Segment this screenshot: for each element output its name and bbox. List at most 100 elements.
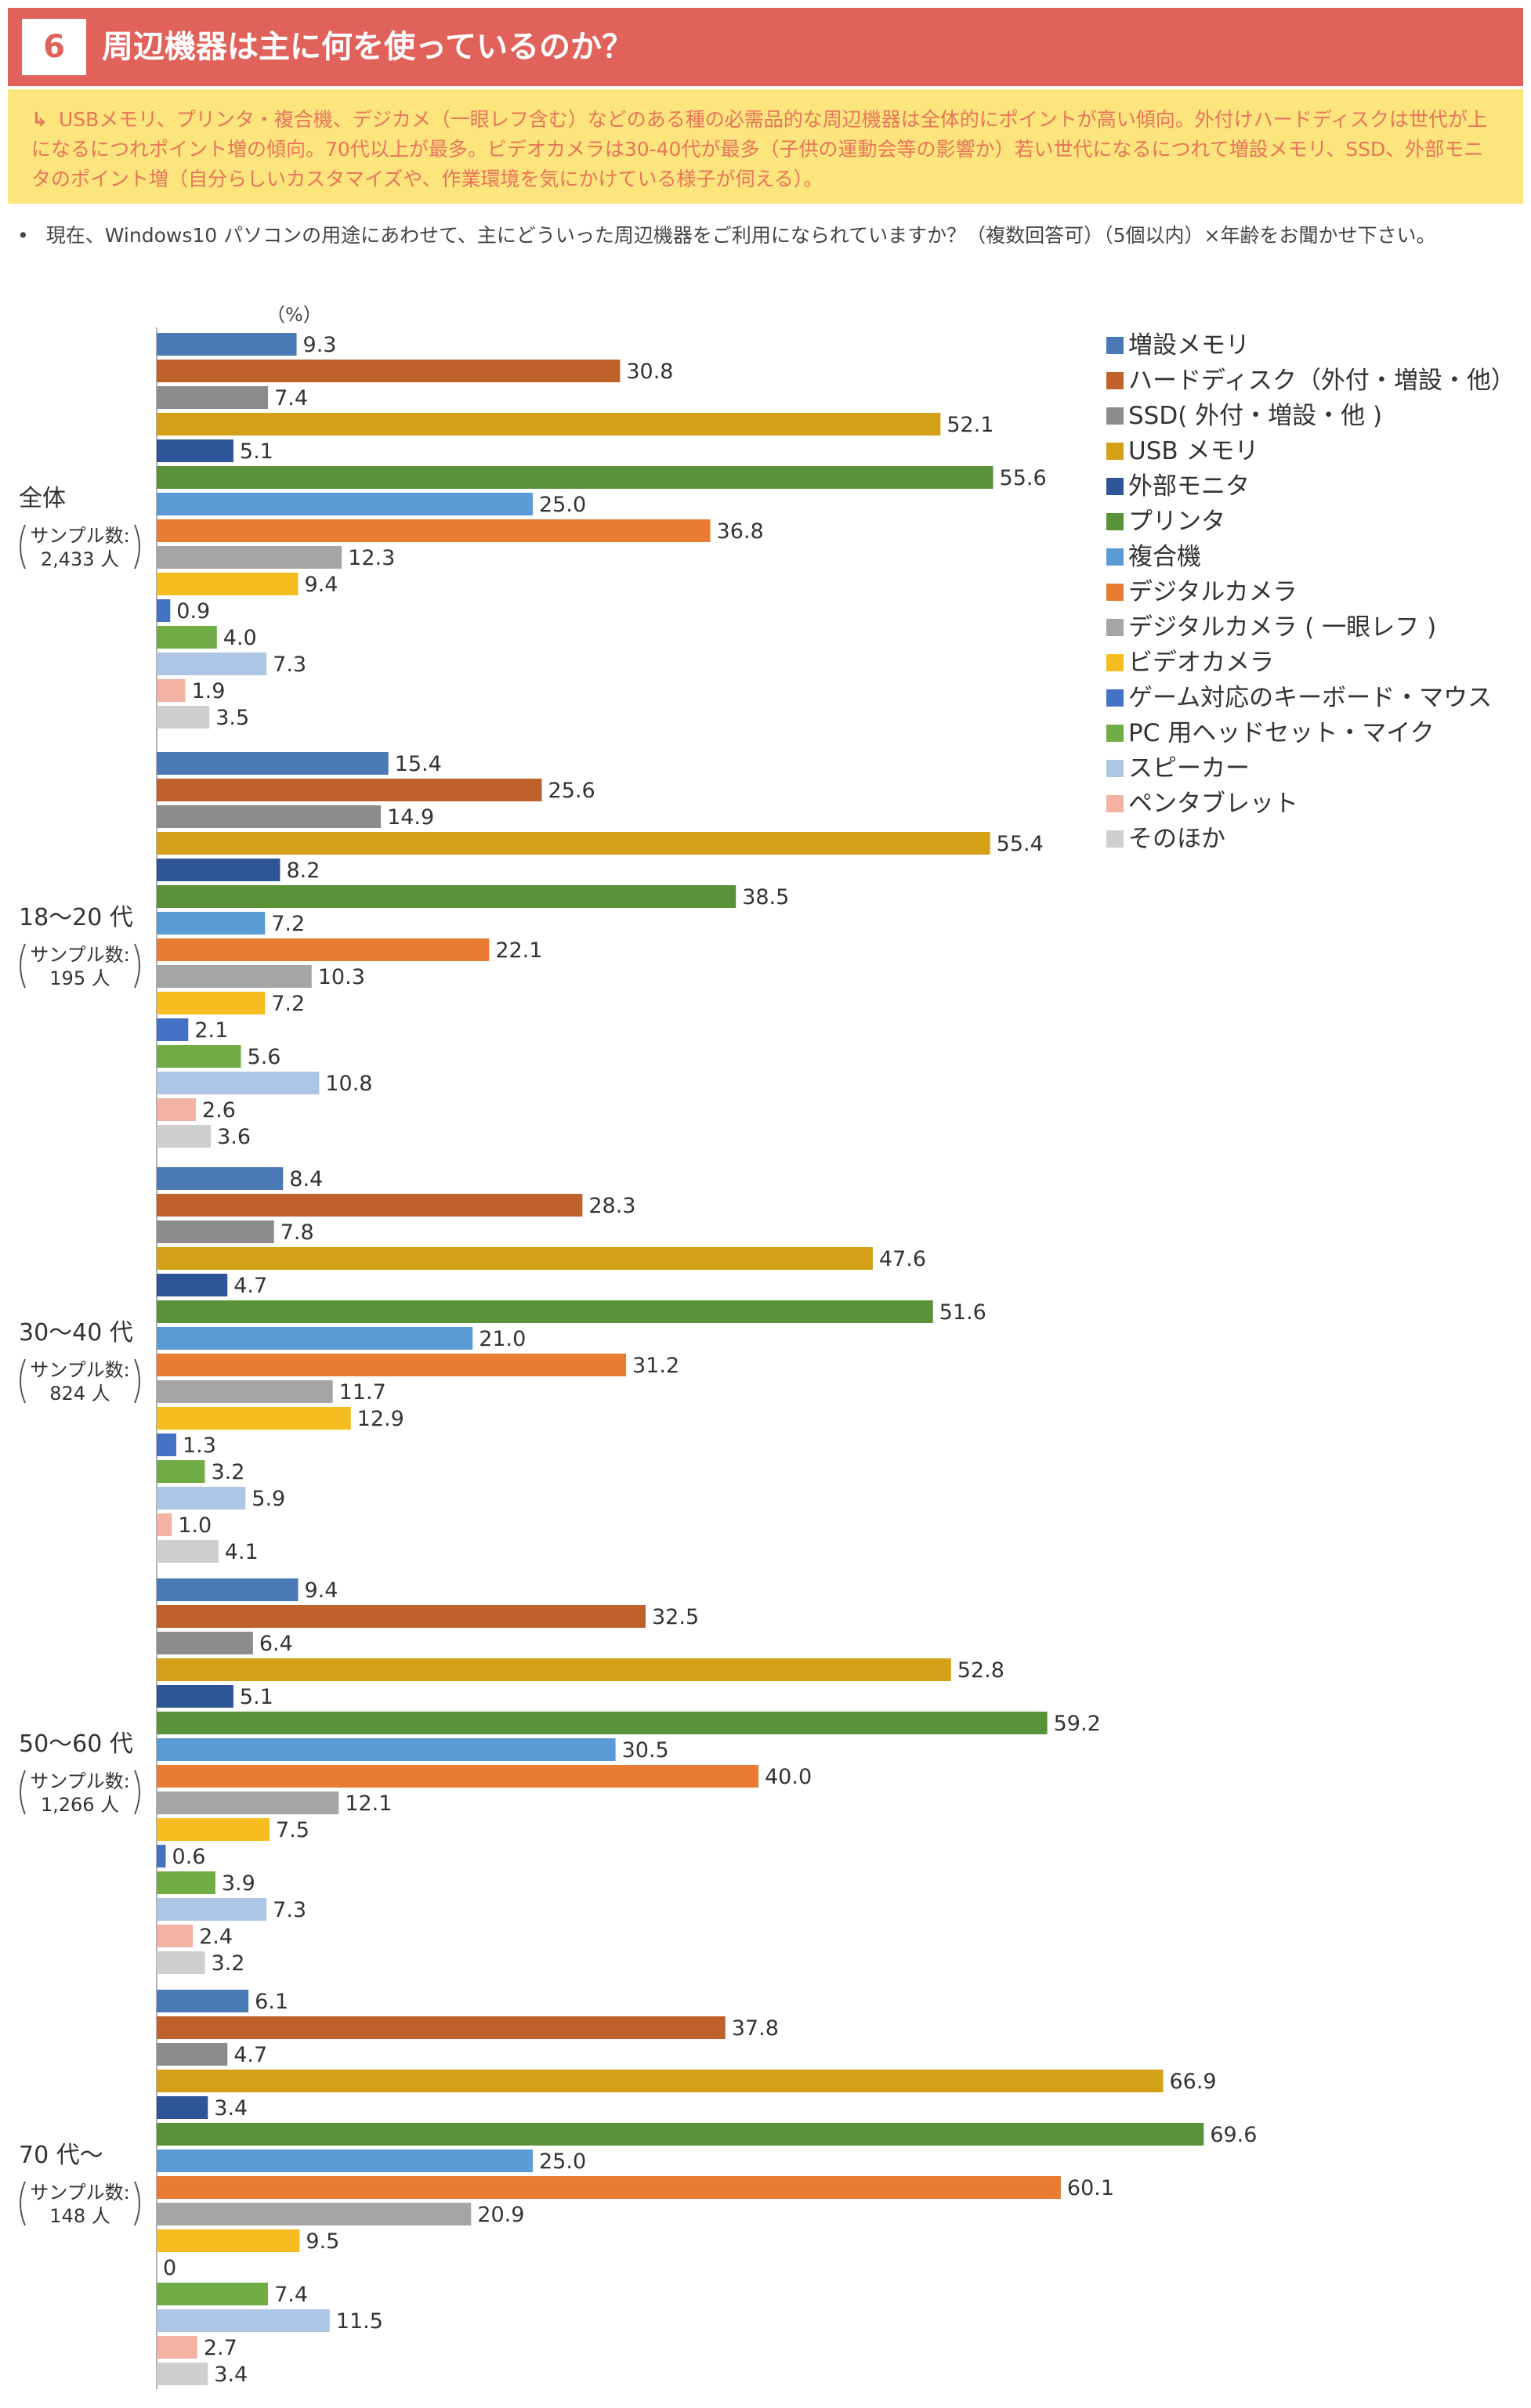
- axis-unit-label: （%）: [266, 304, 322, 326]
- bar: [157, 2096, 208, 2119]
- legend-label: ビデオカメラ: [1128, 649, 1274, 677]
- sample-size-label: サンプル数:: [30, 1770, 129, 1792]
- data-label: 3.4: [214, 2363, 248, 2387]
- data-label: 3.9: [222, 1871, 255, 1896]
- data-label: 3.5: [215, 706, 249, 730]
- bar: [157, 1300, 933, 1323]
- legend-item: ゲーム対応のキーボード・マウス: [1106, 684, 1492, 712]
- data-label: 6.1: [255, 1990, 288, 2014]
- bar: [157, 1434, 176, 1456]
- bar: [157, 805, 382, 828]
- legend-item: そのほか: [1106, 825, 1225, 853]
- bar: [157, 573, 299, 595]
- legend-label: ハードディスク（外付・増設・他）: [1128, 367, 1515, 395]
- sample-size-label: サンプル数:: [30, 944, 129, 966]
- bar: [157, 885, 737, 908]
- bar: [157, 413, 941, 436]
- legend-swatch: [1106, 407, 1124, 425]
- bar: [157, 493, 533, 515]
- summary-note: ↳ USBメモリ、プリンタ・複合機、デジカメ（一眼レフ含む）などのある種の必需品的…: [8, 89, 1523, 204]
- data-label: 32.5: [652, 1605, 699, 1629]
- legend-swatch: [1106, 478, 1124, 495]
- sample-size-value: 148 人: [49, 2205, 110, 2227]
- legend-item: USB メモリ: [1106, 437, 1259, 465]
- data-label: 15.4: [395, 752, 442, 776]
- legend-swatch: [1106, 548, 1124, 566]
- legend-swatch: [1106, 689, 1124, 707]
- bar: [157, 832, 990, 855]
- data-label: 4.0: [223, 626, 257, 650]
- data-label: 28.3: [588, 1194, 635, 1218]
- data-label: 7.4: [274, 2283, 308, 2307]
- data-label: 5.6: [248, 1045, 281, 1069]
- legend-swatch: [1106, 584, 1124, 601]
- legend-label: 複合機: [1128, 543, 1201, 571]
- data-label: 55.4: [997, 832, 1044, 856]
- bar: [157, 938, 490, 961]
- bar-group: 8.4 28.3 7.8 47.6 4.7 51.6 21.0 31.2 11.712.9 1.3…: [19, 1167, 986, 1564]
- bar: [157, 1632, 253, 1654]
- legend-item: 外部モニタ: [1106, 472, 1250, 501]
- bar: [157, 1818, 270, 1841]
- legend-item: 増設メモリ: [1106, 331, 1250, 360]
- bullet-icon: •: [17, 224, 29, 247]
- legend-label: USB メモリ: [1128, 437, 1259, 465]
- bar: [157, 2203, 472, 2225]
- data-label: 3.4: [214, 2096, 248, 2121]
- legend-label: デジタルカメラ ( 一眼レフ ): [1128, 613, 1436, 642]
- data-label: 38.5: [742, 885, 789, 909]
- bar: [157, 1018, 189, 1041]
- data-label: 30.5: [622, 1738, 669, 1763]
- bar: [157, 1990, 249, 2012]
- data-label: 37.8: [732, 2016, 779, 2041]
- data-label: 22.1: [495, 938, 542, 963]
- legend-swatch: [1106, 830, 1124, 848]
- group-label: 50～60 代: [19, 1730, 133, 1758]
- data-label: 8.4: [289, 1167, 323, 1191]
- bar: [157, 2176, 1061, 2199]
- data-label: 31.2: [632, 1354, 679, 1378]
- section-number: 6: [22, 19, 86, 75]
- bar: [157, 1605, 646, 1628]
- bar: [157, 1845, 166, 1867]
- bar: [157, 1194, 583, 1217]
- data-label: 25.6: [548, 779, 595, 803]
- data-label: 0.9: [176, 599, 210, 624]
- bar: [157, 1327, 473, 1350]
- bar-group: 9.4 32.5 6.4 52.8 5.1 59.2 30.5 40.0 12.1 7.5 0.6 3…: [19, 1578, 1101, 1976]
- bar-group: 6.1 37.8 4.7 66.9 3.4 69.6 25.0 60.1 20.9 9.5 0 7.4…: [19, 1990, 1257, 2387]
- data-label: 25.0: [539, 2149, 586, 2174]
- legend-item: ハードディスク（外付・増設・他）: [1106, 367, 1515, 395]
- sample-size-label: サンプル数:: [30, 525, 129, 547]
- data-label: 1.0: [178, 1513, 212, 1538]
- group-label: 70 代～: [19, 2142, 103, 2169]
- legend-label: ゲーム対応のキーボード・マウス: [1128, 684, 1492, 712]
- data-label: 52.1: [946, 413, 994, 437]
- bar: [157, 1220, 274, 1243]
- data-label: 21.0: [479, 1327, 526, 1351]
- bar: [157, 466, 994, 489]
- data-label: 20.9: [477, 2203, 524, 2227]
- bar: [157, 1407, 351, 1430]
- data-label: 0: [163, 2256, 176, 2280]
- bar: [157, 2123, 1204, 2146]
- left-bracket: [20, 943, 26, 989]
- legend-label: プリンタ: [1128, 508, 1225, 536]
- bar: [157, 679, 186, 702]
- bar-group: 9.3 30.8 7.4 52.1 5.1 55.6 25.0 36.8 12.3 9.4 0.9 4…: [19, 333, 1047, 730]
- bar: [157, 1578, 299, 1601]
- bar: [157, 1045, 241, 1068]
- legend-swatch: [1106, 654, 1124, 671]
- data-label: 25.0: [539, 493, 586, 517]
- bar: [157, 2043, 228, 2066]
- bar: [157, 912, 266, 935]
- data-label: 7.3: [273, 1898, 306, 1922]
- bar: [157, 1765, 758, 1788]
- data-label: 5.9: [252, 1487, 285, 1511]
- bar: [157, 626, 217, 649]
- legend-label: 増設メモリ: [1128, 331, 1250, 360]
- data-label: 9.4: [304, 573, 338, 597]
- data-label: 52.8: [957, 1658, 1004, 1683]
- summary-note-text: USBメモリ、プリンタ・複合機、デジカメ（一眼レフ含む）などのある種の必需品的な…: [31, 108, 1488, 190]
